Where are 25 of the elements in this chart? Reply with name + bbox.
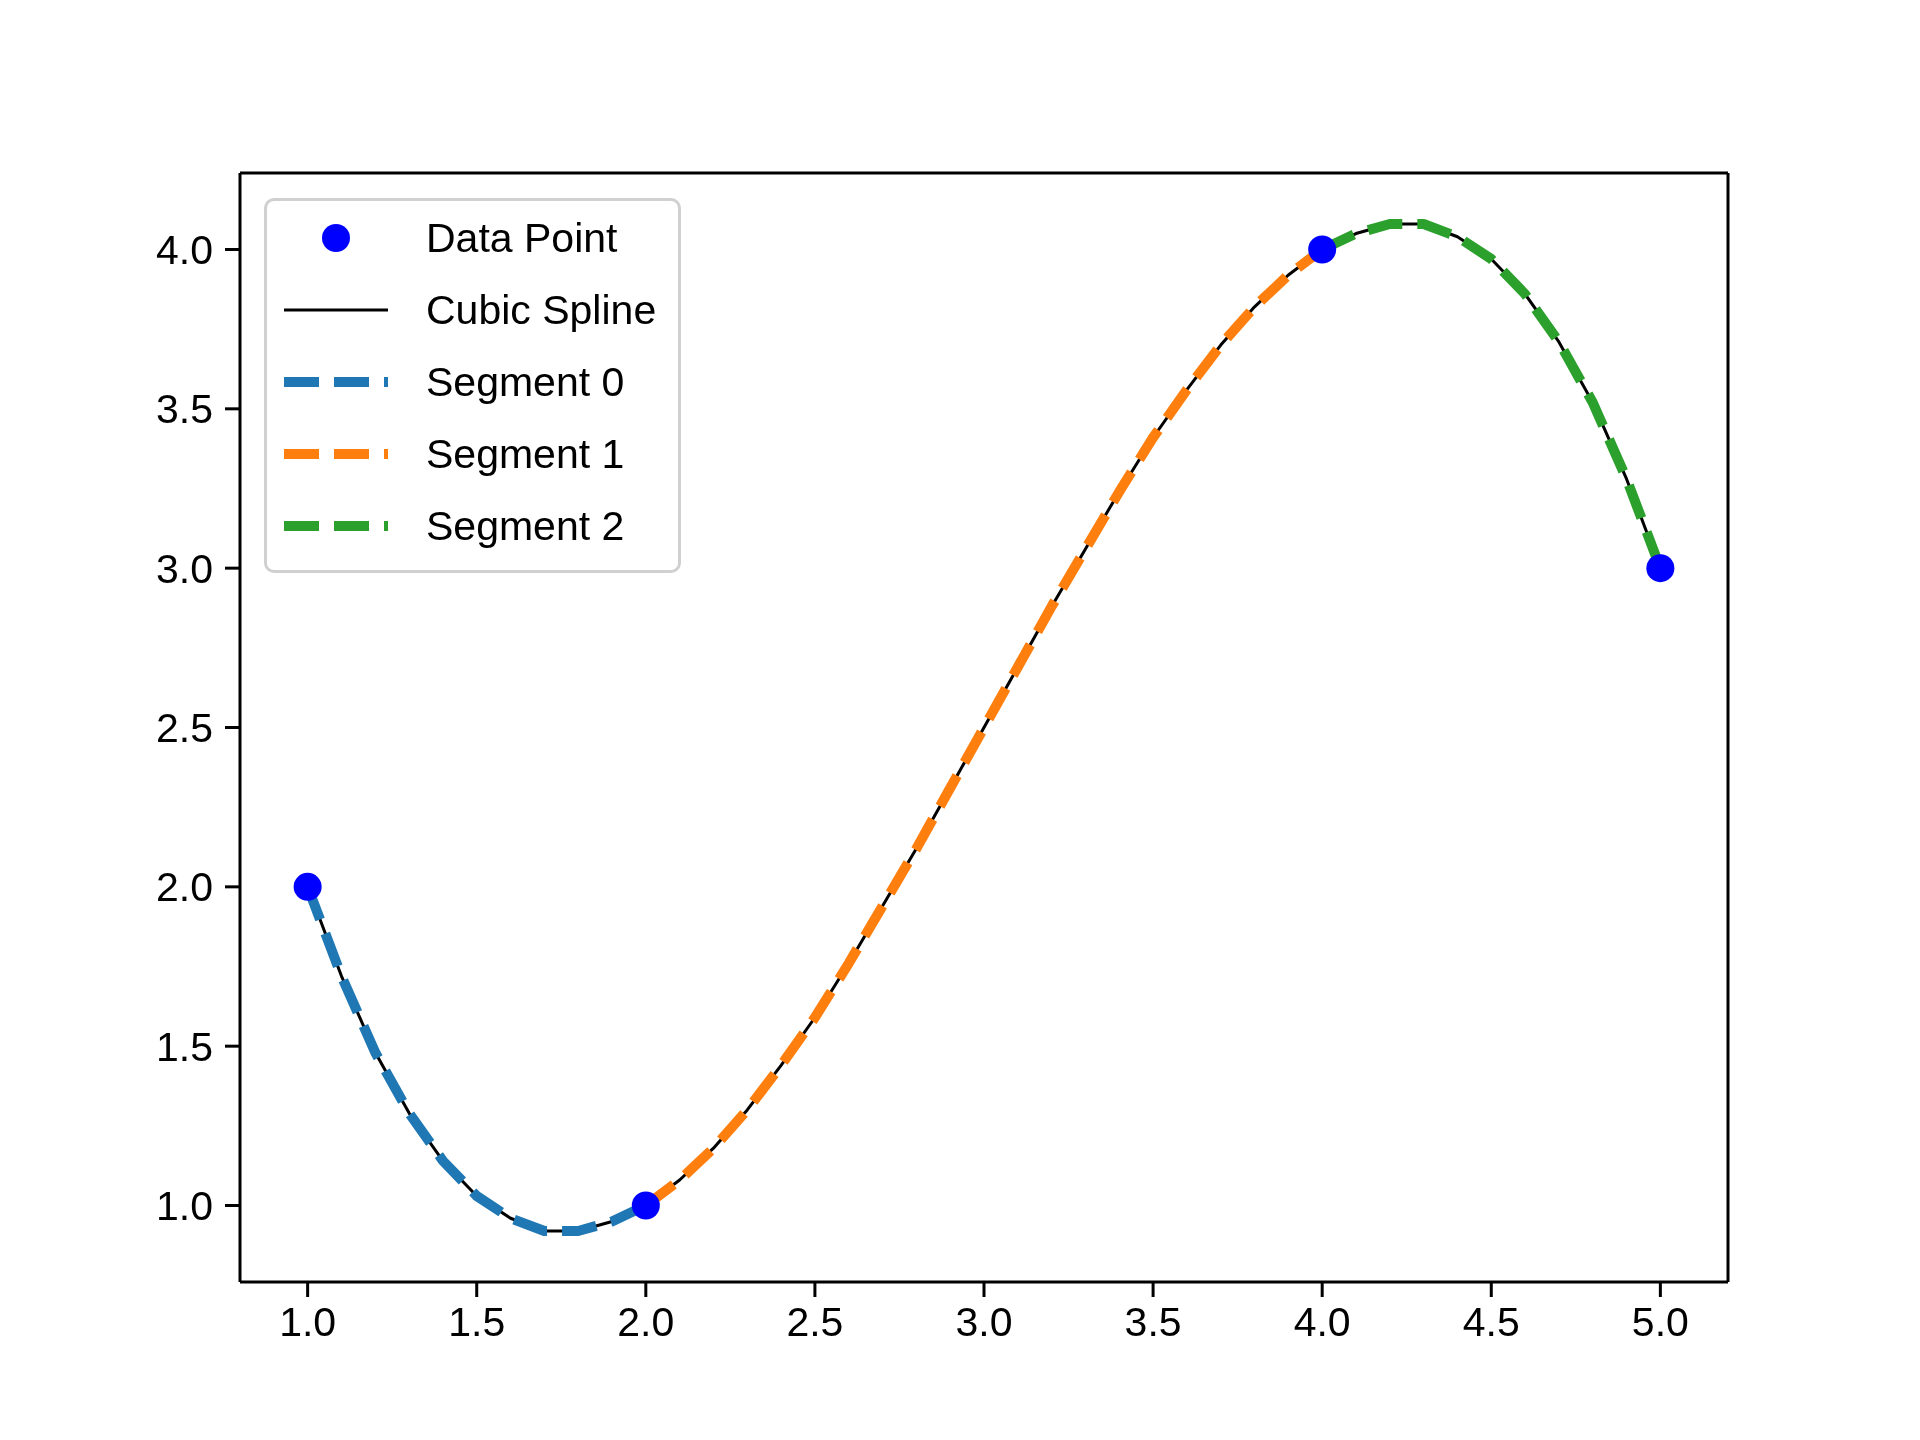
- legend-label: Segment 1: [426, 430, 625, 478]
- point: [631, 1191, 660, 1220]
- x-tick-label: 1.0: [279, 1299, 337, 1346]
- y-tick-label: 4.0: [156, 227, 213, 274]
- x-tick-label: 2.0: [617, 1299, 675, 1346]
- point: [1308, 235, 1337, 264]
- x-tick-label: 1.5: [448, 1299, 506, 1346]
- x-tick-label: 3.5: [1124, 1299, 1182, 1346]
- y-tick-label: 3.5: [156, 386, 213, 433]
- x-tick-label: 4.5: [1462, 1299, 1520, 1346]
- y-tick-label: 2.5: [156, 705, 213, 752]
- legend-label: Segment 0: [426, 358, 625, 406]
- x-tick-label: 5.0: [1631, 1299, 1689, 1346]
- x-tick-label: 4.0: [1293, 1299, 1351, 1346]
- legend-label: Segment 2: [426, 502, 625, 550]
- y-tick-label: 1.5: [156, 1023, 213, 1070]
- y-tick-label: 2.0: [156, 864, 213, 911]
- y-tick-label: 1.0: [156, 1183, 213, 1230]
- x-tick-label: 3.0: [955, 1299, 1013, 1346]
- x-tick-label: 2.5: [786, 1299, 844, 1346]
- legend-label: Data Point: [426, 214, 618, 262]
- point: [1646, 554, 1675, 583]
- point: [293, 872, 322, 901]
- legend-label: Cubic Spline: [426, 286, 657, 334]
- y-tick-label: 3.0: [156, 545, 213, 592]
